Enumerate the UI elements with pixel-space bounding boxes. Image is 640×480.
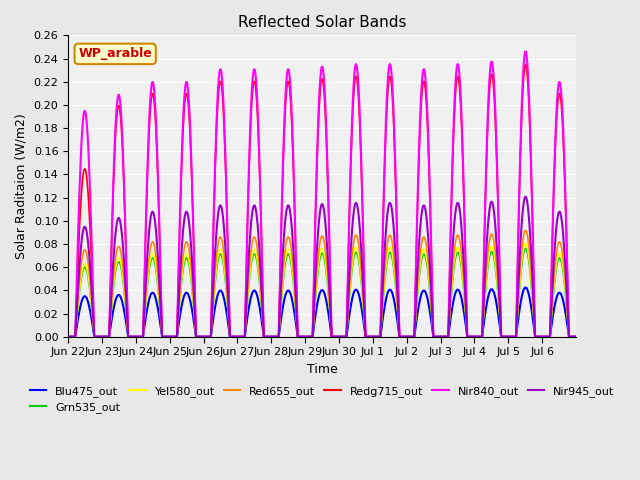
Legend: Blu475_out, Grn535_out, Yel580_out, Red655_out, Redg715_out, Nir840_out, Nir945_: Blu475_out, Grn535_out, Yel580_out, Red6… bbox=[25, 382, 619, 418]
Blu475_out bbox=[572, 334, 580, 340]
Line: Nir945_out: Nir945_out bbox=[68, 197, 576, 337]
Nir840_out bbox=[126, 334, 134, 340]
Nir840_out bbox=[74, 256, 81, 262]
Redg715_out bbox=[126, 334, 134, 340]
Grn535_out bbox=[204, 334, 212, 340]
Red655_out bbox=[572, 334, 580, 340]
Nir840_out bbox=[177, 170, 185, 176]
Nir840_out bbox=[522, 48, 529, 54]
Grn535_out bbox=[126, 334, 134, 340]
Nir945_out bbox=[383, 211, 391, 216]
Redg715_out bbox=[383, 95, 391, 100]
Redg715_out bbox=[399, 334, 406, 340]
Nir945_out bbox=[399, 334, 406, 340]
X-axis label: Time: Time bbox=[307, 363, 337, 376]
Line: Yel580_out: Yel580_out bbox=[68, 243, 576, 337]
Grn535_out bbox=[177, 283, 185, 289]
Nir840_out bbox=[64, 334, 72, 340]
Yel580_out bbox=[522, 240, 529, 246]
Red655_out bbox=[399, 334, 406, 340]
Red655_out bbox=[383, 240, 391, 246]
Blu475_out bbox=[399, 334, 406, 340]
Yel580_out bbox=[399, 334, 406, 340]
Blu475_out bbox=[522, 285, 529, 290]
Title: Reflected Solar Bands: Reflected Solar Bands bbox=[238, 15, 406, 30]
Nir945_out bbox=[64, 334, 72, 340]
Yel580_out bbox=[204, 334, 212, 340]
Yel580_out bbox=[74, 309, 81, 315]
Redg715_out bbox=[522, 61, 529, 67]
Yel580_out bbox=[383, 252, 391, 258]
Blu475_out bbox=[64, 334, 72, 340]
Nir840_out bbox=[383, 84, 391, 89]
Nir945_out bbox=[126, 334, 134, 340]
Redg715_out bbox=[64, 334, 72, 340]
Nir840_out bbox=[572, 334, 580, 340]
Redg715_out bbox=[74, 276, 81, 282]
Yel580_out bbox=[64, 334, 72, 340]
Blu475_out bbox=[383, 290, 391, 296]
Red655_out bbox=[126, 334, 134, 340]
Nir945_out bbox=[177, 253, 185, 259]
Nir945_out bbox=[572, 334, 580, 340]
Y-axis label: Solar Raditaion (W/m2): Solar Raditaion (W/m2) bbox=[15, 113, 28, 259]
Nir945_out bbox=[74, 296, 81, 302]
Yel580_out bbox=[177, 280, 185, 286]
Line: Blu475_out: Blu475_out bbox=[68, 288, 576, 337]
Yel580_out bbox=[126, 334, 134, 340]
Nir840_out bbox=[204, 334, 212, 340]
Red655_out bbox=[204, 334, 212, 340]
Grn535_out bbox=[74, 310, 81, 316]
Redg715_out bbox=[204, 334, 212, 340]
Grn535_out bbox=[399, 334, 406, 340]
Grn535_out bbox=[572, 334, 580, 340]
Blu475_out bbox=[126, 334, 134, 340]
Text: WP_arable: WP_arable bbox=[78, 48, 152, 60]
Blu475_out bbox=[74, 320, 81, 326]
Grn535_out bbox=[522, 246, 529, 252]
Blu475_out bbox=[177, 306, 185, 312]
Nir840_out bbox=[399, 334, 406, 340]
Line: Grn535_out: Grn535_out bbox=[68, 249, 576, 337]
Redg715_out bbox=[177, 178, 185, 183]
Nir945_out bbox=[522, 194, 529, 200]
Line: Red655_out: Red655_out bbox=[68, 230, 576, 337]
Red655_out bbox=[74, 304, 81, 310]
Grn535_out bbox=[64, 334, 72, 340]
Red655_out bbox=[64, 334, 72, 340]
Grn535_out bbox=[383, 256, 391, 262]
Blu475_out bbox=[204, 334, 212, 340]
Yel580_out bbox=[572, 334, 580, 340]
Red655_out bbox=[522, 228, 529, 233]
Nir945_out bbox=[204, 334, 212, 340]
Red655_out bbox=[177, 273, 185, 278]
Line: Nir840_out: Nir840_out bbox=[68, 51, 576, 337]
Line: Redg715_out: Redg715_out bbox=[68, 64, 576, 337]
Redg715_out bbox=[572, 334, 580, 340]
